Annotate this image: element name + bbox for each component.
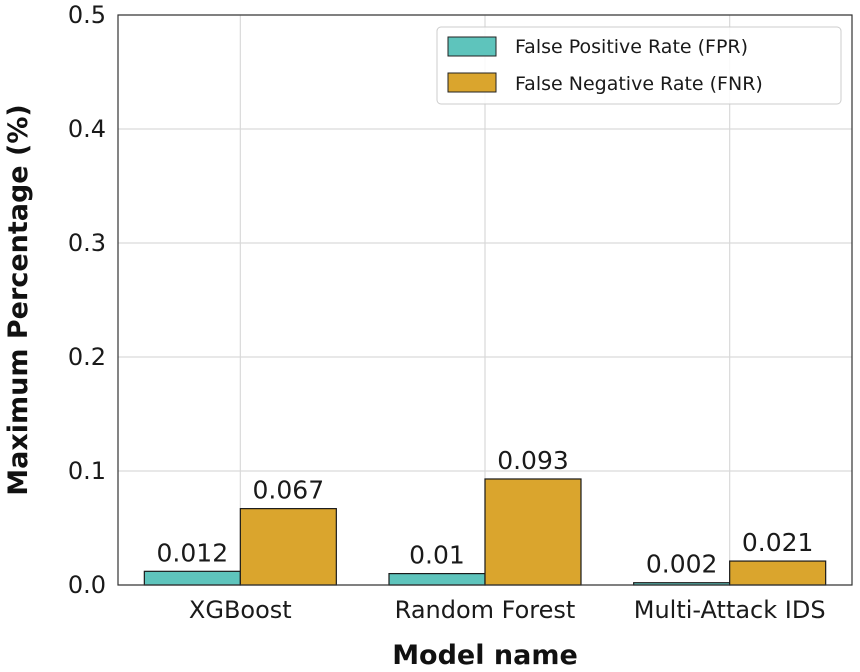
bar-value-label: 0.002 bbox=[646, 550, 718, 579]
legend-label-fpr: False Positive Rate (FPR) bbox=[515, 36, 748, 58]
bar-fnr bbox=[239, 508, 337, 586]
bar-value-label: 0.01 bbox=[409, 541, 465, 570]
bar-fpr bbox=[388, 572, 486, 586]
bar-fnr bbox=[484, 478, 582, 586]
legend-swatch-fpr bbox=[447, 36, 497, 57]
x-tick-label: Random Forest bbox=[395, 596, 576, 624]
bar-value-label: 0.067 bbox=[253, 476, 325, 505]
y-axis-ticks: 0.0 0.1 0.2 0.3 0.4 0.5 bbox=[68, 1, 106, 599]
x-tick-label: XGBoost bbox=[189, 596, 292, 624]
data-labels: 0.012 0.067 0.01 0.093 0.002 0.021 bbox=[157, 446, 814, 579]
y-tick-label: 0.2 bbox=[68, 343, 106, 371]
bar-fpr bbox=[143, 570, 241, 586]
plot-frame bbox=[117, 14, 853, 586]
legend: False Positive Rate (FPR) False Negative… bbox=[436, 26, 842, 105]
legend-box bbox=[436, 26, 842, 105]
bar-value-label: 0.021 bbox=[742, 528, 814, 557]
x-axis-title: Model name bbox=[392, 640, 578, 671]
y-tick-label: 0.1 bbox=[68, 457, 106, 485]
bar-value-label: 0.093 bbox=[497, 446, 569, 475]
y-axis-title: Maximum Percentage (%) bbox=[3, 104, 34, 496]
y-tick-label: 0.4 bbox=[68, 115, 106, 143]
bars bbox=[143, 478, 827, 586]
x-tick-label: Multi-Attack IDS bbox=[634, 596, 826, 624]
legend-label-fnr: False Negative Rate (FNR) bbox=[515, 73, 763, 95]
bar-value-label: 0.012 bbox=[157, 538, 229, 567]
bar-fnr bbox=[729, 560, 827, 586]
y-tick-label: 0.0 bbox=[68, 571, 106, 599]
y-tick-label: 0.5 bbox=[68, 1, 106, 29]
x-axis-ticks: XGBoost Random Forest Multi-Attack IDS bbox=[189, 596, 826, 624]
legend-swatch-fnr bbox=[447, 72, 497, 93]
y-tick-label: 0.3 bbox=[68, 229, 106, 257]
